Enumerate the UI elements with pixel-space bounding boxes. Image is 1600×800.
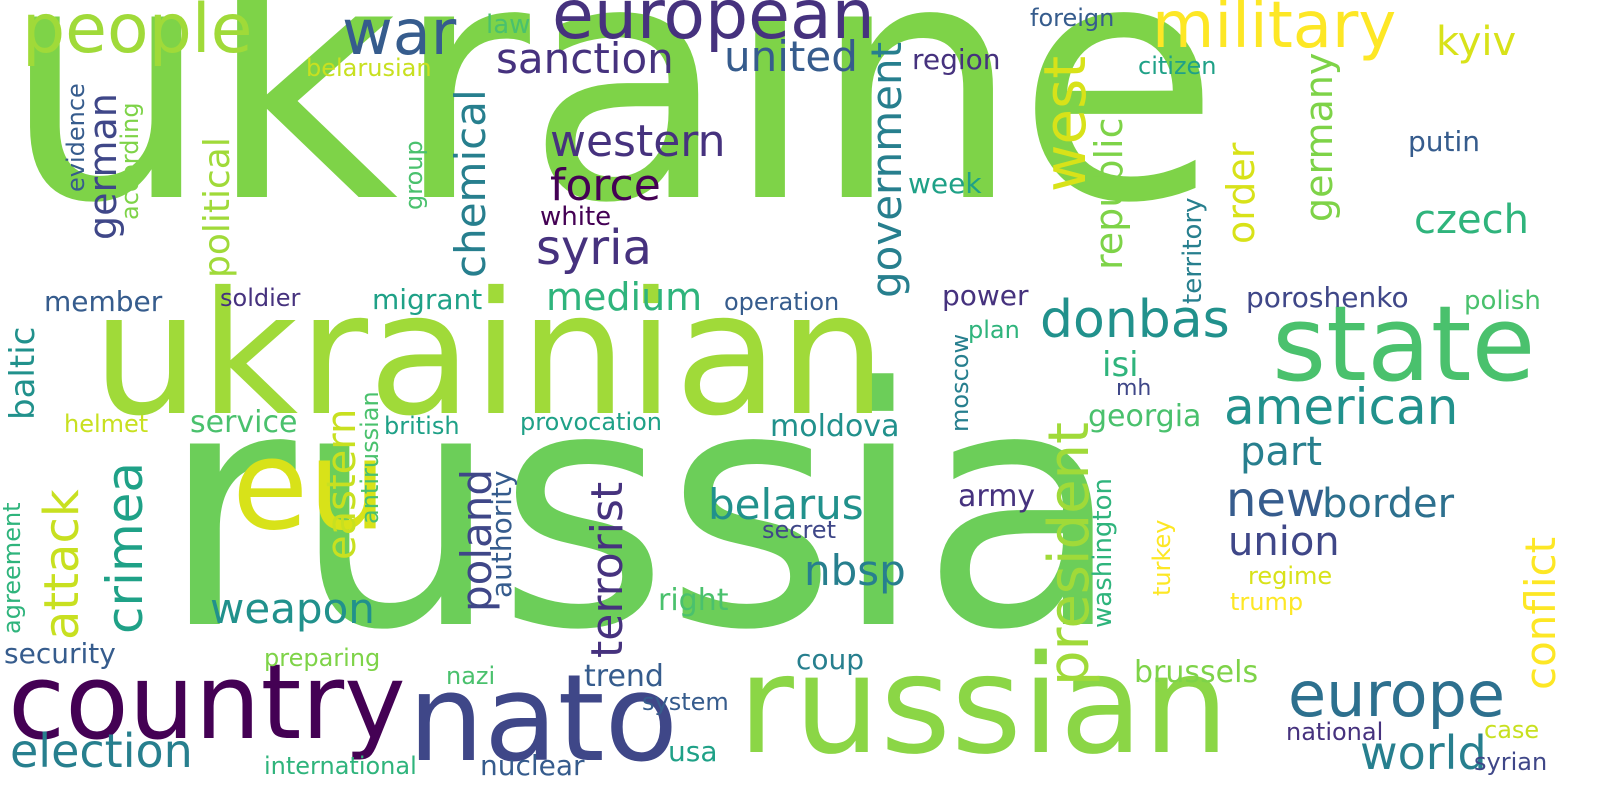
word-polish: polish xyxy=(1464,286,1541,316)
word-nuclear: nuclear xyxy=(480,749,585,782)
word-country: country xyxy=(8,641,406,763)
word-migrant: migrant xyxy=(372,283,483,316)
word-ukrainian: ukrainian xyxy=(92,256,887,454)
word-week: week xyxy=(908,167,982,200)
word-government: government xyxy=(862,41,911,298)
word-baltic: baltic xyxy=(3,326,43,420)
word-war: war xyxy=(342,0,457,69)
word-conflict: conflict xyxy=(1516,536,1565,690)
word-soldier: soldier xyxy=(220,284,301,312)
word-operation: operation xyxy=(724,288,840,316)
word-medium: medium xyxy=(546,275,703,319)
word-plan: plan xyxy=(968,316,1020,344)
word-poland: poland xyxy=(452,468,501,612)
word-region: region xyxy=(912,43,1001,76)
word-kyiv: kyiv xyxy=(1436,19,1517,65)
word-terrorist: terrorist xyxy=(582,481,633,658)
word-territory: territory xyxy=(1178,197,1208,304)
word-washington: washington xyxy=(1088,477,1118,628)
word-belarusian: belarusian xyxy=(306,54,432,82)
word-ukraine: ukraine xyxy=(2,0,1220,275)
word-russia: russia xyxy=(160,318,1123,702)
word-czech: czech xyxy=(1414,197,1529,243)
word-force: force xyxy=(550,160,661,211)
word-system: system xyxy=(642,688,729,716)
word-national: national xyxy=(1286,718,1384,746)
word-power: power xyxy=(942,279,1029,312)
word-group: group xyxy=(400,140,428,210)
word-european: european xyxy=(552,0,875,55)
word-mh: mh xyxy=(1116,376,1152,401)
word-isi: isi xyxy=(1102,345,1139,385)
word-military: military xyxy=(1152,0,1397,63)
word-regime: regime xyxy=(1248,562,1333,590)
word-order: order xyxy=(1219,142,1263,244)
word-case: case xyxy=(1484,716,1540,744)
word-international: international xyxy=(264,752,417,780)
word-poroshenko: poroshenko xyxy=(1246,281,1409,314)
word-eu: eu xyxy=(232,414,387,558)
word-russian: russian xyxy=(738,627,1230,785)
word-turkey: turkey xyxy=(1148,519,1176,597)
word-service: service xyxy=(190,405,298,440)
word-europe: europe xyxy=(1288,658,1505,731)
word-law: law xyxy=(486,10,531,40)
word-belarus: belarus xyxy=(708,480,864,529)
word-united: united xyxy=(724,32,858,81)
word-attack: attack xyxy=(34,489,90,640)
word-according: according xyxy=(116,102,144,220)
word-usa: usa xyxy=(668,735,718,768)
word-syrian: syrian xyxy=(1474,748,1548,776)
word-sanction: sanction xyxy=(496,34,674,83)
word-coup: coup xyxy=(796,643,865,676)
word-crimea: crimea xyxy=(96,461,154,634)
word-right: right xyxy=(658,583,729,618)
word-donbas: donbas xyxy=(1040,290,1230,350)
word-people: people xyxy=(22,0,253,69)
word-security: security xyxy=(4,637,116,670)
word-secret: secret xyxy=(762,516,836,544)
word-union: union xyxy=(1228,519,1340,565)
word-british: british xyxy=(384,412,460,440)
word-border: border xyxy=(1322,481,1455,527)
word-election: election xyxy=(10,724,193,778)
word-citizen: citizen xyxy=(1138,52,1217,80)
word-provocation: provocation xyxy=(520,408,663,436)
word-world: world xyxy=(1360,726,1487,780)
word-nato: nato xyxy=(408,650,679,789)
word-army: army xyxy=(958,479,1036,514)
word-antirussian: antirussian xyxy=(356,391,384,524)
word-chemical: chemical xyxy=(446,89,495,278)
word-brussels: brussels xyxy=(1134,655,1259,690)
word-putin: putin xyxy=(1408,125,1481,158)
word-state: state xyxy=(1272,283,1536,405)
word-american: american xyxy=(1224,378,1459,436)
word-syria: syria xyxy=(536,220,652,276)
word-nazi: nazi xyxy=(446,662,496,690)
word-preparing: preparing xyxy=(264,644,381,672)
word-moldova: moldova xyxy=(770,409,900,444)
word-republic: republic xyxy=(1087,117,1131,270)
word-trend: trend xyxy=(584,659,664,694)
word-new: new xyxy=(1226,472,1326,528)
word-foreign: foreign xyxy=(1030,4,1115,32)
word-georgia: georgia xyxy=(1088,399,1202,434)
word-weapon: weapon xyxy=(210,584,375,633)
word-member: member xyxy=(44,285,163,318)
word-moscow: moscow xyxy=(946,333,974,432)
word-white: white xyxy=(540,202,612,232)
word-part: part xyxy=(1240,429,1323,475)
word-trump: trump xyxy=(1230,588,1304,616)
word-helmet: helmet xyxy=(64,410,149,438)
word-western: western xyxy=(550,116,726,167)
word-west: west xyxy=(1031,55,1099,192)
word-evidence: evidence xyxy=(62,83,90,192)
word-political: political xyxy=(197,137,238,278)
word-nbsp: nbsp xyxy=(804,546,906,595)
word-germany: germany xyxy=(1297,52,1341,222)
word-agreement: agreement xyxy=(0,502,26,634)
